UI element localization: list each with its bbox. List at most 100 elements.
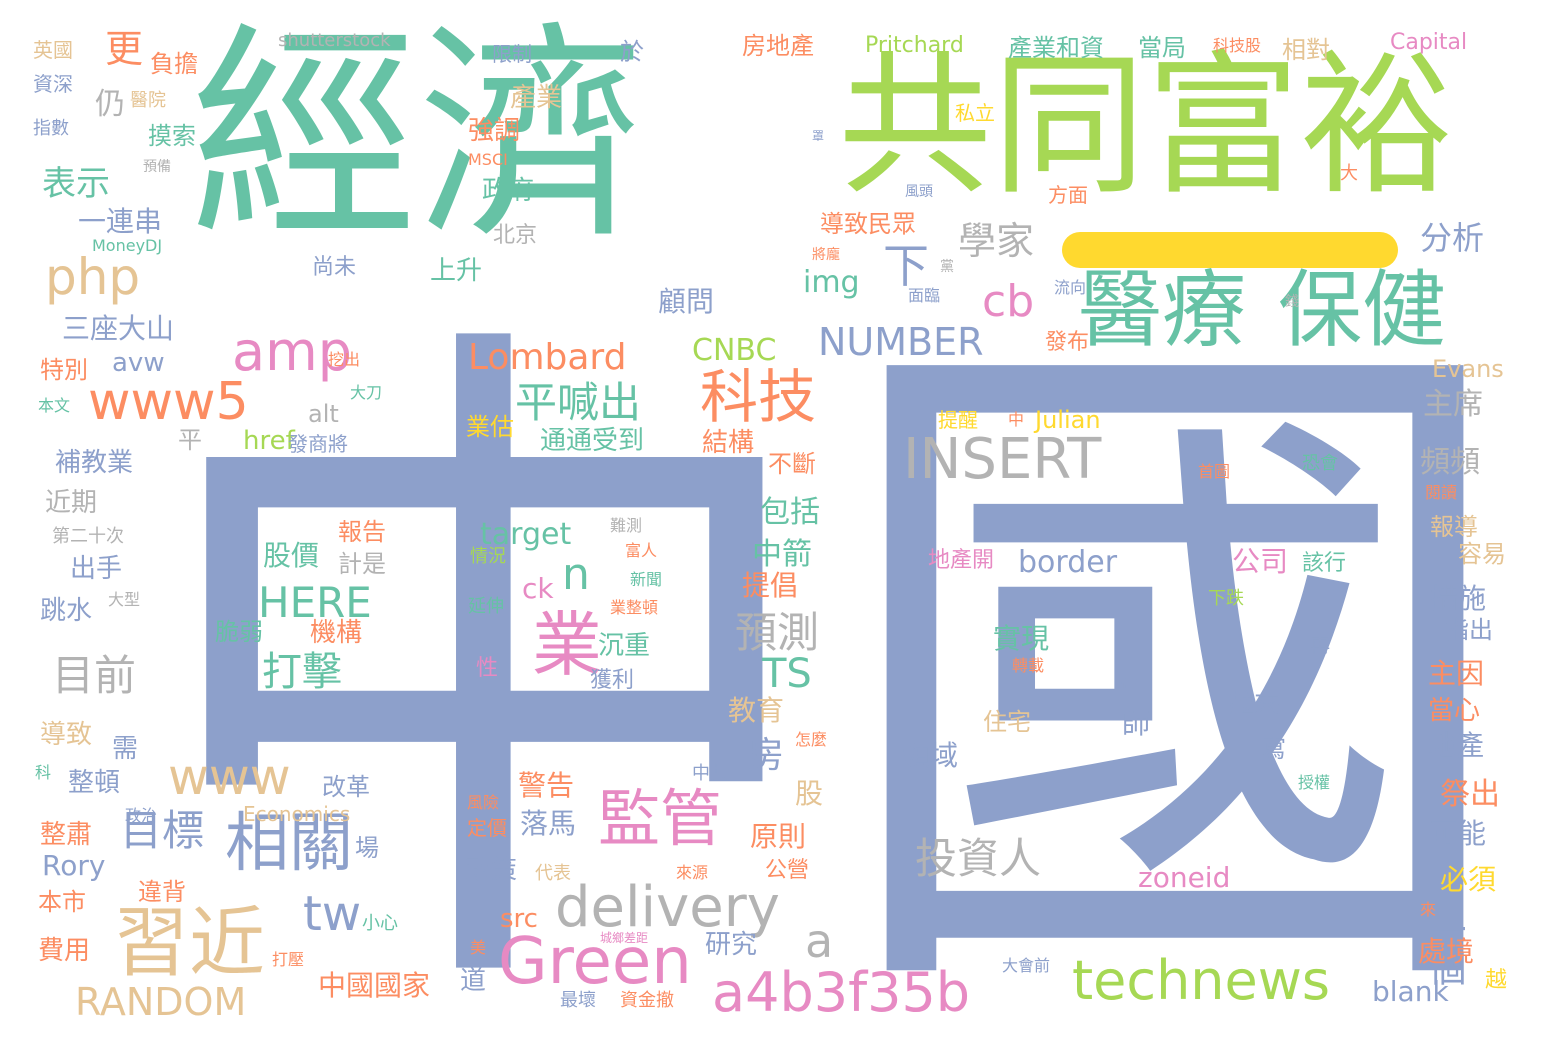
word-w046: 一連串 xyxy=(78,205,163,238)
word-w094: 特別 xyxy=(40,356,88,384)
word-w106: 跳水 xyxy=(40,596,93,626)
word-w194: 必須 xyxy=(1440,863,1497,896)
word-w032: 表示 xyxy=(42,164,110,204)
word-w092: 罩 xyxy=(812,129,825,143)
word-w096: 挖出 xyxy=(328,350,361,369)
word-w136: 新聞 xyxy=(630,570,663,589)
word-w192: 祭出 xyxy=(1440,777,1500,812)
word-w043: target xyxy=(480,517,572,552)
word-w153: 教育 xyxy=(728,694,785,727)
word-w117: 場 xyxy=(355,834,379,862)
word-w189: 主因 xyxy=(1428,657,1485,690)
word-w155: 通通受到 xyxy=(540,426,645,456)
word-w172: 地產開 xyxy=(928,548,995,573)
word-w005: 保健 xyxy=(1278,261,1447,359)
word-w175: 公司 xyxy=(1232,545,1289,578)
word-w055: Pritchard xyxy=(865,33,964,58)
word-w147: 最壞 xyxy=(560,990,596,1011)
word-w124: 計是 xyxy=(338,550,386,578)
word-w051: zoneid xyxy=(1138,861,1231,894)
word-w107: 大型 xyxy=(108,590,141,609)
word-w014: INSERT xyxy=(903,427,1102,492)
word-w082: 面臨 xyxy=(908,286,941,305)
word-w064: 指數 xyxy=(33,118,69,139)
word-w016: php xyxy=(45,248,141,306)
word-w170: 實現 xyxy=(993,622,1050,655)
word-w007: Green xyxy=(498,925,692,999)
word-w050: 房 xyxy=(748,735,785,776)
word-w140: 風險 xyxy=(467,793,500,812)
word-w104: 第二十次 xyxy=(52,526,124,547)
word-w012: 相關 xyxy=(225,807,353,881)
word-w041: img xyxy=(803,265,860,300)
word-w143: 代表 xyxy=(535,863,571,884)
word-w088: 錢 xyxy=(1285,294,1299,310)
word-w152: 股 xyxy=(795,777,824,810)
word-w113: 費用 xyxy=(38,936,91,966)
word-w102: 補教業 xyxy=(55,448,134,478)
word-w139: 警告 xyxy=(518,769,575,802)
word-w047: 三座大山 xyxy=(62,312,175,345)
word-w130: ck xyxy=(522,572,554,605)
word-w083: 方面 xyxy=(1048,183,1088,207)
word-w042: border xyxy=(1018,545,1118,580)
word-w174: 該行 xyxy=(1302,551,1347,576)
word-w081: 黨 xyxy=(940,259,954,275)
word-w137: 業整頓 xyxy=(610,598,659,617)
word-w004: 醫療 xyxy=(1078,261,1247,359)
word-w145: 來源 xyxy=(676,863,709,882)
word-w120: 打壓 xyxy=(272,950,305,969)
word-w077: 上升 xyxy=(430,256,483,286)
word-w020: tw xyxy=(303,886,362,942)
word-w198: 大會前 xyxy=(1002,956,1051,975)
word-w101: 發商將 xyxy=(288,432,348,456)
word-w167: 越來 xyxy=(1228,690,1281,720)
word-w165: 年 xyxy=(1120,676,1138,697)
word-w067: 摸索 xyxy=(148,122,196,150)
word-w138: 落馬 xyxy=(520,807,577,840)
word-w037: 下 xyxy=(883,239,929,293)
word-w141: 定價 xyxy=(467,816,507,840)
word-w179: 中 xyxy=(1008,410,1025,429)
word-w033: n xyxy=(562,549,590,600)
word-w112: 本市 xyxy=(38,888,86,916)
word-w187: 措施 xyxy=(1430,582,1487,615)
word-w059: 相對 xyxy=(1282,36,1330,64)
word-w075: 政府 xyxy=(482,176,535,206)
word-w008: a4b3f35b xyxy=(712,961,971,1024)
word-w038: 更 xyxy=(105,27,144,71)
word-w071: 私立 xyxy=(955,101,995,125)
word-w190: 當心 xyxy=(1428,696,1481,726)
word-w121: 道 xyxy=(460,966,487,996)
word-w056: 產業和資 xyxy=(1008,34,1104,62)
word-w099: href xyxy=(243,426,295,456)
word-w126: 脆弱 xyxy=(215,618,263,646)
word-w074: MSCI xyxy=(468,150,508,169)
word-w157: 不斷 xyxy=(768,450,816,478)
word-w118: 違背 xyxy=(138,878,186,906)
word-w161: 領域 xyxy=(902,739,959,772)
word-w089: 科技股 xyxy=(1213,36,1262,55)
word-w009: technews xyxy=(1072,949,1331,1012)
word-w122: 美 xyxy=(470,938,487,957)
word-w132: 獲利 xyxy=(590,668,635,693)
word-w024: 平喊出 xyxy=(515,378,642,427)
word-w025: 目標 xyxy=(120,806,205,855)
word-w191: 地產 xyxy=(1428,729,1485,762)
word-w086: 流向 xyxy=(1054,278,1087,297)
word-w084: 大 xyxy=(1340,163,1358,184)
word-w002: 中國 xyxy=(140,273,1520,1052)
word-w003: 共同富裕 xyxy=(838,37,1455,216)
word-w115: 改革 xyxy=(322,773,370,801)
word-w184: 閱讀 xyxy=(1425,483,1458,502)
word-w072: 產業 xyxy=(510,83,563,113)
word-w111: 整肅 xyxy=(40,820,93,850)
word-w044: TS xyxy=(762,651,812,697)
word-w169: 授權 xyxy=(1298,773,1331,792)
word-w114: 科 xyxy=(35,763,52,782)
word-w197: 越 xyxy=(1485,968,1508,993)
word-w163: 中共 xyxy=(692,763,728,784)
word-w079: 導致民眾 xyxy=(820,210,916,238)
word-w164: 怎麼 xyxy=(795,730,828,749)
word-w168: 再 xyxy=(1310,633,1330,657)
